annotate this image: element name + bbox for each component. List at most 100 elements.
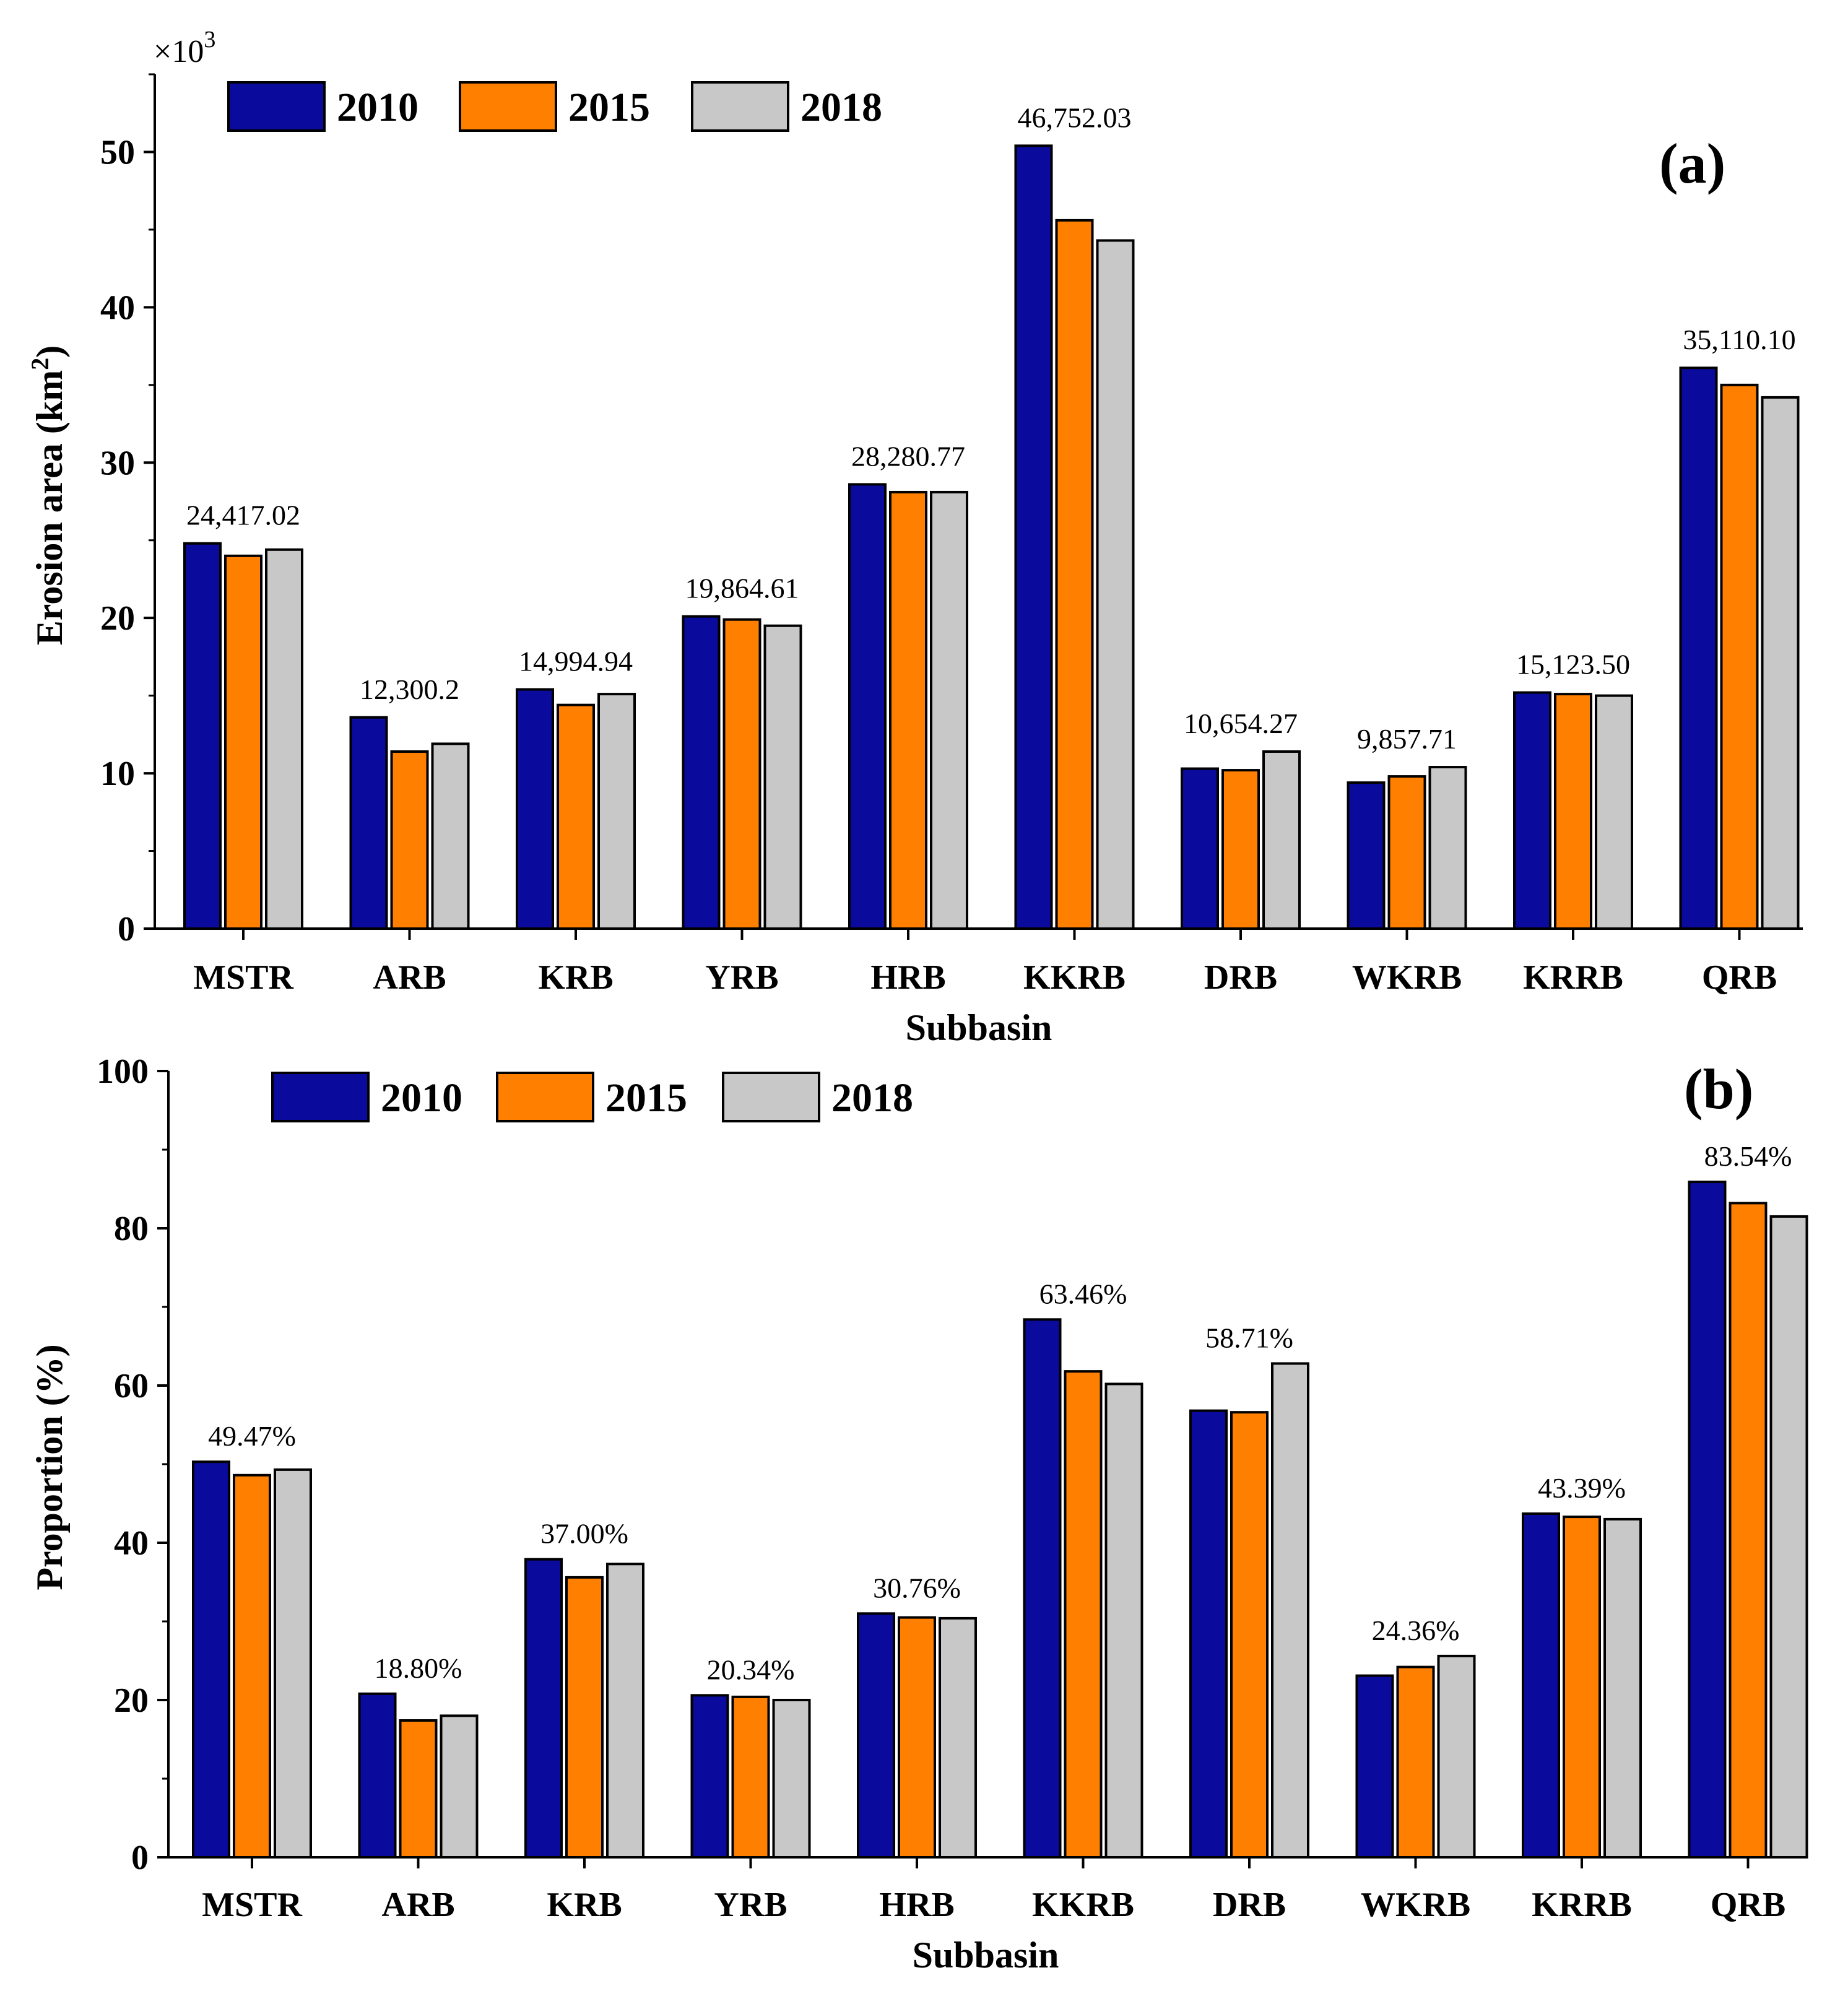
bar-qrb-2015 — [1720, 383, 1759, 930]
legend-label-2010: 2010 — [381, 1075, 462, 1121]
x-tick-label: ARB — [381, 1886, 454, 1924]
bar-mstr-2015 — [224, 554, 262, 930]
y-tick-label: 60 — [114, 1367, 149, 1405]
x-tick-label: KKRB — [1023, 958, 1126, 997]
bar-qrb-2018 — [1761, 396, 1800, 930]
bar-krb-2015 — [565, 1576, 604, 1859]
bar-arb-2010 — [349, 716, 388, 930]
bar-arb-2018 — [440, 1714, 479, 1859]
bar-wkrb-2018 — [1437, 1654, 1476, 1859]
x-tick-label: MSTR — [202, 1886, 302, 1924]
y-tick-label: 50 — [100, 133, 135, 171]
y-tick-label: 10 — [100, 755, 135, 793]
bar-qrb-2015 — [1729, 1202, 1768, 1859]
x-tick-label: YRB — [705, 958, 778, 997]
x-tick-label: KRRB — [1523, 958, 1623, 997]
data-label: 63.46% — [1039, 1278, 1127, 1309]
data-label: 43.39% — [1538, 1472, 1626, 1504]
bar-yrb-2010 — [690, 1694, 729, 1859]
data-label: 49.47% — [208, 1420, 296, 1452]
bar-arb-2010 — [358, 1692, 397, 1859]
y-tick-label: 100 — [97, 1052, 149, 1091]
axis-multiplier-sup: 3 — [204, 27, 215, 53]
data-label: 58.71% — [1205, 1322, 1293, 1353]
y-tick-label: 30 — [100, 444, 135, 482]
legend-swatch-2015 — [459, 81, 557, 132]
data-label: 10,654.27 — [1184, 708, 1298, 739]
data-label: 9,857.71 — [1357, 723, 1457, 755]
bar-wkrb-2010 — [1347, 781, 1386, 930]
x-tick-label: QRB — [1711, 1886, 1785, 1924]
axis-multiplier: ×103 — [154, 27, 215, 69]
bar-yrb-2018 — [763, 624, 802, 930]
x-tick-label: QRB — [1702, 958, 1777, 997]
y-axis-title-text: Erosion area (km — [29, 370, 70, 645]
y-axis-title-sup: 2 — [26, 358, 54, 370]
bar-arb-2015 — [390, 750, 429, 930]
bar-drb-2010 — [1189, 1409, 1228, 1859]
x-tick-label: ARB — [373, 958, 446, 997]
y-tick-label: 20 — [114, 1681, 149, 1720]
bar-wkrb-2015 — [1387, 775, 1426, 930]
panel-label: (b) — [1684, 1057, 1753, 1121]
bar-mstr-2018 — [274, 1468, 312, 1859]
legend-label-2015: 2015 — [568, 85, 650, 130]
x-tick-label: KKRB — [1032, 1886, 1134, 1924]
bar-qrb-2010 — [1688, 1181, 1727, 1859]
x-axis-title: Subbasin — [906, 1007, 1052, 1048]
bar-yrb-2010 — [682, 615, 721, 930]
data-label: 15,123.50 — [1516, 649, 1630, 680]
bar-hrb-2018 — [930, 490, 968, 930]
legend-swatch-2018 — [691, 81, 789, 132]
bar-krb-2018 — [606, 1563, 644, 1859]
bar-yrb-2015 — [731, 1695, 770, 1859]
x-tick-label: KRB — [547, 1886, 622, 1924]
x-tick-label: KRRB — [1532, 1886, 1632, 1924]
bar-krrb-2010 — [1522, 1512, 1560, 1859]
bar-kkrb-2010 — [1023, 1318, 1062, 1859]
bar-krb-2010 — [516, 688, 554, 930]
bar-drb-2015 — [1221, 769, 1260, 930]
x-tick-label: MSTR — [193, 958, 293, 997]
data-label: 24,417.02 — [186, 500, 300, 531]
bar-drb-2018 — [1271, 1362, 1309, 1859]
y-tick-label: 20 — [100, 599, 135, 638]
axis-multiplier-text: ×10 — [154, 34, 204, 69]
legend-swatch-2010 — [271, 1072, 370, 1122]
bar-kkrb-2018 — [1096, 239, 1135, 930]
bar-drb-2010 — [1181, 767, 1219, 930]
legend-swatch-2010 — [227, 81, 326, 132]
y-tick-label: 80 — [114, 1210, 149, 1248]
bar-drb-2018 — [1262, 750, 1301, 930]
data-label: 28,280.77 — [851, 440, 965, 472]
y-tick-label: 0 — [118, 910, 135, 948]
legend-label-2015: 2015 — [605, 1075, 687, 1121]
chart-panel-b: 0 20 40 60 80 100 MSTR 49.47% ARB 18.80% KRB 37.00%… — [29, 1052, 1808, 1976]
x-tick-label: DRB — [1204, 958, 1277, 997]
data-label: 12,300.2 — [360, 674, 459, 705]
bar-krb-2018 — [597, 693, 636, 930]
bar-kkrb-2010 — [1014, 144, 1053, 930]
bar-hrb-2018 — [939, 1616, 977, 1859]
bar-yrb-2015 — [722, 618, 761, 930]
bar-krrb-2018 — [1603, 1517, 1642, 1859]
bar-kkrb-2015 — [1064, 1370, 1103, 1859]
data-label: 19,864.61 — [685, 573, 799, 604]
bar-arb-2018 — [431, 742, 470, 930]
data-label: 35,110.10 — [1683, 324, 1795, 355]
bar-krrb-2018 — [1595, 694, 1633, 930]
legend-label-2018: 2018 — [800, 85, 882, 130]
bar-krb-2010 — [524, 1558, 563, 1859]
y-tick-label: 0 — [131, 1839, 149, 1877]
bar-wkrb-2010 — [1355, 1674, 1394, 1859]
x-tick-label: KRB — [538, 958, 613, 997]
bar-yrb-2018 — [772, 1699, 811, 1859]
x-tick-label: YRB — [714, 1886, 787, 1924]
bar-wkrb-2015 — [1396, 1665, 1435, 1859]
legend-swatch-2018 — [722, 1072, 820, 1122]
panel-label: (a) — [1659, 132, 1725, 195]
x-tick-label: WKRB — [1361, 1886, 1470, 1924]
data-label: 30.76% — [873, 1572, 961, 1603]
x-tick-label: HRB — [879, 1886, 954, 1924]
